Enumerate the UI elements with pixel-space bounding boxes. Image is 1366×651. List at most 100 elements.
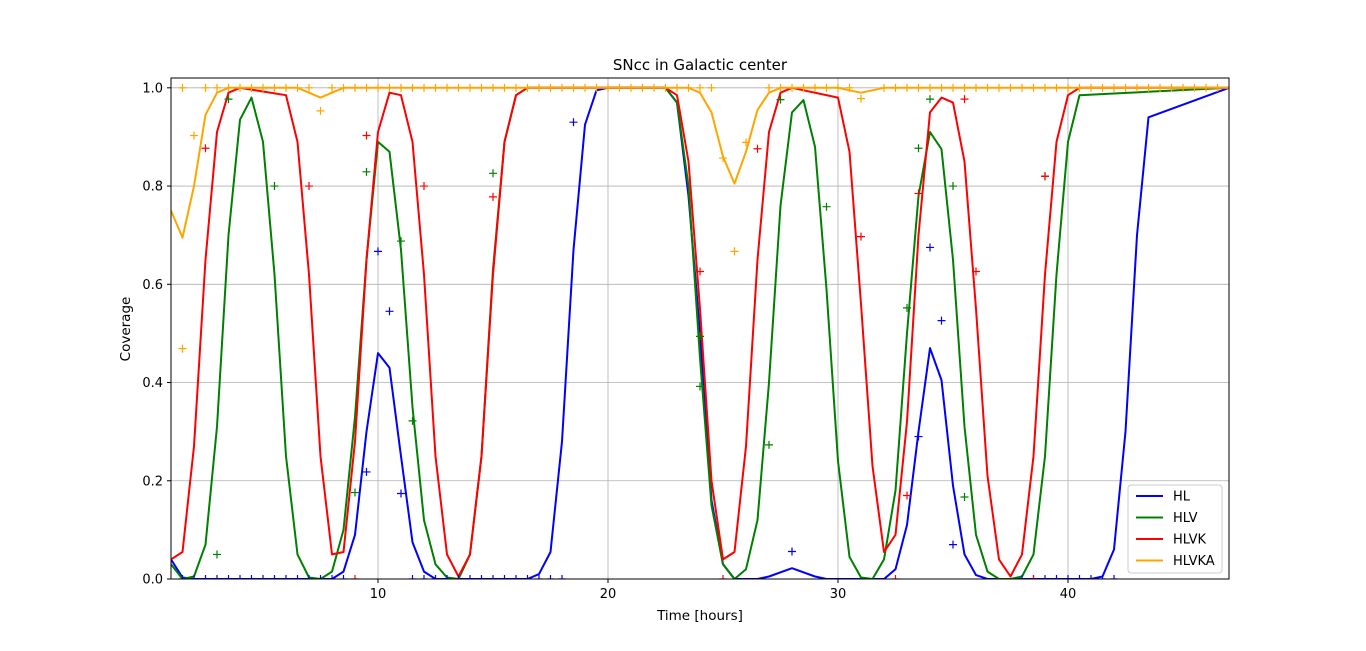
marker-hlvka	[316, 106, 325, 115]
marker-hlvka	[466, 83, 474, 92]
marker-hl	[362, 467, 371, 476]
marker-hl	[385, 307, 394, 316]
x-tick-label: 10	[370, 587, 387, 602]
marker-hlv	[765, 440, 773, 449]
marker-hl	[1052, 575, 1061, 579]
series-markers	[178, 83, 1222, 579]
marker-hl	[374, 247, 382, 256]
marker-hlvka	[673, 83, 681, 92]
y-tick-label: 1.0	[142, 81, 163, 96]
marker-hlvka	[834, 83, 842, 92]
y-axis-title: Coverage	[118, 297, 134, 362]
marker-hlvka	[1213, 83, 1222, 92]
marker-hlvka	[397, 83, 405, 92]
marker-hlv	[696, 332, 704, 341]
x-tick-label: 20	[600, 587, 617, 602]
marker-hlvka	[1156, 83, 1164, 92]
marker-hl	[937, 316, 946, 325]
marker-hlvka	[650, 83, 658, 92]
marker-hl	[1110, 575, 1118, 579]
marker-hlvka	[972, 83, 980, 92]
marker-hlvka	[742, 138, 750, 147]
marker-hlvka	[960, 83, 969, 92]
marker-hlvka	[293, 83, 302, 92]
marker-hlvka	[190, 131, 198, 140]
marker-hl	[236, 575, 244, 579]
marker-hl	[1075, 575, 1084, 579]
marker-hlvka	[581, 83, 589, 92]
marker-hl	[546, 575, 555, 579]
marker-hl	[1018, 575, 1026, 579]
marker-hlvka	[1121, 83, 1130, 92]
marker-hl	[949, 540, 957, 549]
marker-hlvk	[972, 267, 980, 276]
marker-hl	[316, 575, 325, 579]
marker-hlv	[914, 144, 923, 153]
series-line-hlvk	[171, 86, 1229, 578]
marker-hlv	[926, 95, 934, 104]
marker-hlv	[351, 488, 359, 497]
marker-hl	[431, 575, 440, 579]
marker-hl	[282, 575, 290, 579]
marker-hl	[535, 575, 543, 579]
marker-hl	[523, 575, 532, 579]
marker-hlvka	[845, 83, 854, 92]
y-tick-label: 0.6	[142, 278, 163, 293]
marker-hlvka	[730, 247, 739, 256]
marker-hlvka	[351, 83, 359, 92]
marker-hlvk	[960, 95, 969, 104]
marker-hlvka	[1029, 83, 1038, 92]
marker-hlvka	[696, 83, 704, 92]
marker-hlvka	[1006, 83, 1015, 92]
marker-hlvka	[454, 83, 463, 92]
marker-hlvka	[684, 83, 693, 92]
marker-hlvka	[1098, 83, 1107, 92]
marker-hlvka	[822, 83, 831, 92]
marker-hlvka	[339, 83, 348, 92]
marker-hlv	[949, 182, 957, 191]
marker-hlvka	[995, 83, 1003, 92]
marker-hlvka	[799, 83, 808, 92]
marker-hlvka	[247, 83, 256, 92]
marker-hl	[224, 575, 233, 579]
legend-box	[1127, 484, 1223, 574]
marker-hlvk	[1029, 575, 1038, 579]
marker-hlvk	[914, 189, 923, 198]
marker-hlvk	[719, 575, 727, 579]
marker-hlvka	[1179, 83, 1187, 92]
marker-hlvka	[891, 83, 900, 92]
y-tick-label: 0.2	[142, 474, 163, 489]
marker-hlv	[960, 492, 969, 501]
marker-hl	[1098, 575, 1107, 579]
marker-hlv	[362, 167, 371, 176]
marker-hlvka	[765, 83, 773, 92]
marker-hlvka	[1018, 83, 1026, 92]
marker-hl	[489, 575, 497, 579]
marker-hlvka	[776, 83, 785, 92]
marker-hlvk	[1041, 172, 1049, 181]
marker-hlvka	[178, 83, 187, 92]
marker-hlvka	[903, 83, 911, 92]
marker-hlvka	[914, 83, 923, 92]
marker-hlvka	[615, 83, 624, 92]
marker-hlvka	[1144, 83, 1153, 92]
plot-frame	[170, 77, 1230, 580]
marker-hlvka	[500, 83, 509, 92]
marker-hl	[477, 575, 486, 579]
marker-hlvka	[362, 83, 371, 92]
x-tick-label: 30	[830, 587, 847, 602]
marker-hl	[213, 575, 221, 579]
marker-hlvk	[201, 144, 210, 153]
marker-hlvka	[788, 83, 796, 92]
marker-hlvka	[213, 83, 221, 92]
marker-hlvka	[236, 83, 244, 92]
marker-hlvka	[719, 154, 727, 163]
marker-hl	[466, 575, 474, 579]
x-tick-label: 40	[1060, 587, 1077, 602]
marker-hlvka	[1133, 83, 1141, 92]
marker-hl	[201, 575, 210, 579]
marker-hlvka	[443, 83, 451, 92]
marker-hlvka	[926, 83, 934, 92]
marker-hlvka	[661, 83, 670, 92]
